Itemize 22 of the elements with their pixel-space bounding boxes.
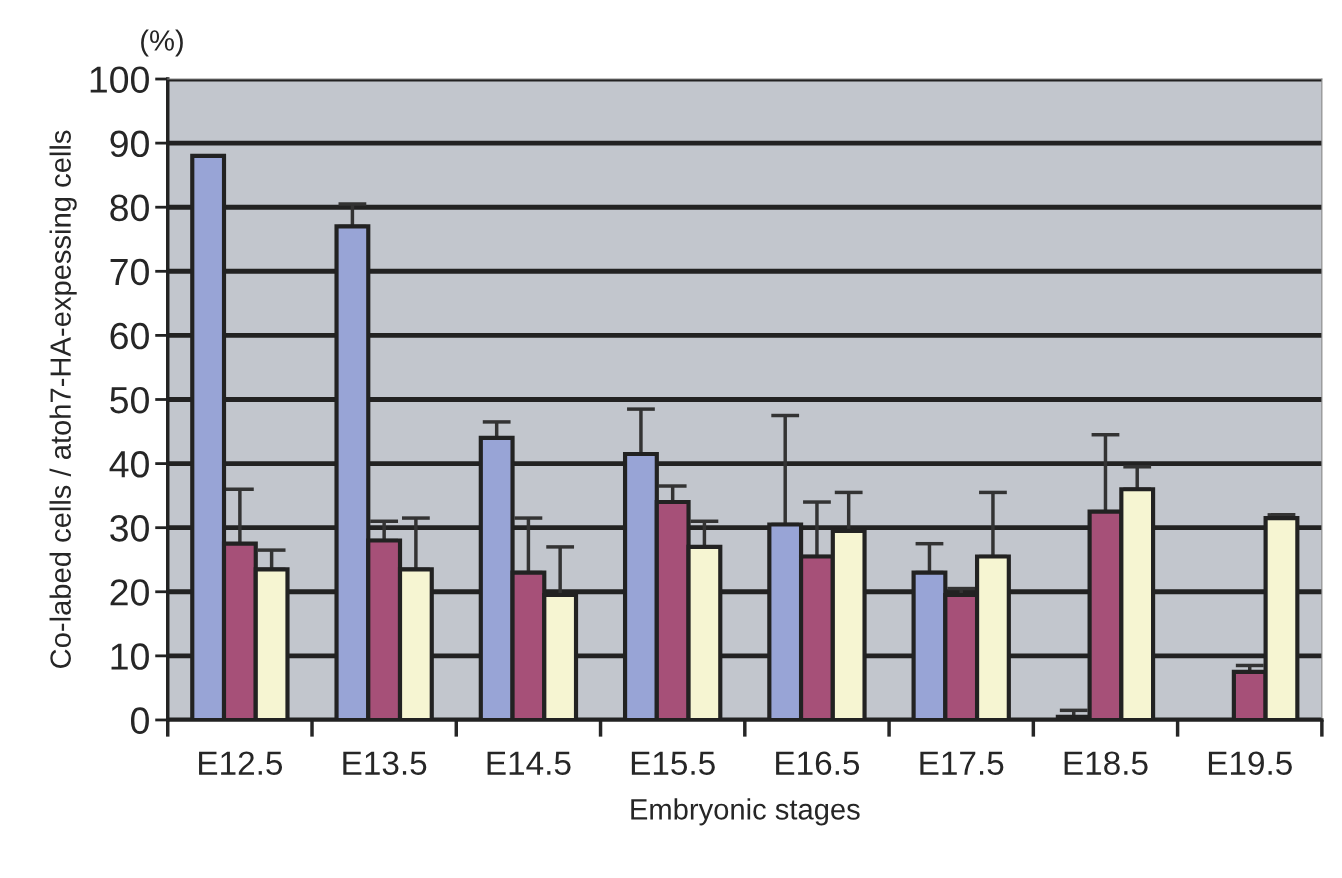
y-tick-label: 10 xyxy=(111,643,149,670)
y-tick-label: 90 xyxy=(110,130,149,158)
x-tick-label: E14.5 xyxy=(487,751,571,775)
y-tick-label: 80 xyxy=(110,194,149,222)
y-tick-label: 70 xyxy=(110,258,149,286)
y-tick-label: 20 xyxy=(110,579,149,606)
text: (%) xyxy=(141,29,183,57)
x-tick-label: E15.5 xyxy=(631,751,715,775)
x-tick-label: E12.5 xyxy=(199,751,283,775)
x-tick-label: E17.5 xyxy=(920,751,1004,775)
y-tick-label: 100 xyxy=(90,66,149,93)
y-tick-label: 40 xyxy=(109,450,149,478)
x-tick-label: E16.5 xyxy=(776,751,860,775)
y-axis-title: Co-labed cells / atoh7-HA-expessing cells xyxy=(49,130,77,668)
x-tick-label: E18.5 xyxy=(1064,751,1148,775)
y-tick-label: 60 xyxy=(110,322,149,350)
y-tick-label: 50 xyxy=(110,386,149,414)
y-tick-label: 0 xyxy=(131,707,149,734)
y-tick-label: 30 xyxy=(110,515,149,542)
x-tick-label: E19.5 xyxy=(1208,751,1292,775)
x-tick-label: E13.5 xyxy=(343,751,427,775)
x-axis-title: Embryonic stages xyxy=(631,798,860,826)
